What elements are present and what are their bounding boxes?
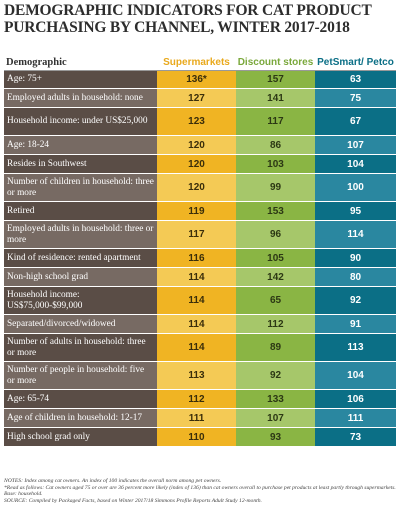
header-discount-stores: Discount stores bbox=[237, 57, 314, 68]
table-row: Separated/divorced/widowed 114 112 91 bbox=[4, 315, 396, 334]
chart-title: DEMOGRAPHIC INDICATORS FOR CAT PRODUCT P… bbox=[4, 2, 372, 36]
value-discount-stores: 133 bbox=[236, 390, 315, 408]
table-row: Age: 75+ 136* 157 63 bbox=[4, 71, 396, 89]
row-label: Household income: US$75,000-$99,000 bbox=[4, 287, 157, 314]
value-discount-stores: 105 bbox=[236, 249, 315, 267]
value-discount-stores: 103 bbox=[236, 155, 315, 173]
row-label: Age: 75+ bbox=[4, 71, 157, 88]
value-discount-stores: 65 bbox=[236, 287, 315, 314]
table-row: Kind of residence: rented apartment 116 10… bbox=[4, 249, 396, 268]
value-supermarkets: 111 bbox=[157, 409, 236, 427]
footnote-base: Base: household. bbox=[4, 491, 43, 498]
value-supermarkets: 136* bbox=[157, 71, 236, 88]
value-discount-stores: 157 bbox=[236, 71, 315, 88]
value-discount-stores: 92 bbox=[236, 362, 315, 389]
row-label: Number of children in household: three o… bbox=[4, 174, 157, 201]
value-discount-stores: 107 bbox=[236, 409, 315, 427]
value-petsmart-petco: 111 bbox=[315, 409, 396, 427]
value-discount-stores: 112 bbox=[236, 315, 315, 333]
row-label: Employed adults in household: three or m… bbox=[4, 221, 157, 248]
value-petsmart-petco: 80 bbox=[315, 268, 396, 286]
footnotes: NOTES: Index among cat owners. An index … bbox=[4, 478, 396, 504]
value-petsmart-petco: 113 bbox=[315, 334, 396, 361]
value-discount-stores: 117 bbox=[236, 108, 315, 135]
value-petsmart-petco: 104 bbox=[315, 155, 396, 173]
footnote-notes: NOTES: Index among cat owners. An index … bbox=[4, 478, 222, 484]
table-row: Age of children in household: 12-17 111 10… bbox=[4, 409, 396, 428]
header-divider bbox=[4, 70, 396, 71]
row-label: Retired bbox=[4, 202, 157, 220]
value-supermarkets: 112 bbox=[157, 390, 236, 408]
value-supermarkets: 120 bbox=[157, 174, 236, 201]
header-petsmart-petco: PetSmart/ Petco bbox=[317, 57, 394, 68]
value-petsmart-petco: 67 bbox=[315, 108, 396, 135]
table-row: Age: 18-24 120 86 107 bbox=[4, 136, 396, 155]
row-label: Employed adults in household: none bbox=[4, 89, 157, 107]
value-petsmart-petco: 92 bbox=[315, 287, 396, 314]
value-supermarkets: 116 bbox=[157, 249, 236, 267]
row-label: Age: 65-74 bbox=[4, 390, 157, 408]
value-petsmart-petco: 114 bbox=[315, 221, 396, 248]
table-row: Household income: under US$25,000 123 117 6… bbox=[4, 108, 396, 136]
value-discount-stores: 153 bbox=[236, 202, 315, 220]
value-supermarkets: 114 bbox=[157, 315, 236, 333]
value-supermarkets: 110 bbox=[157, 428, 236, 446]
value-discount-stores: 141 bbox=[236, 89, 315, 107]
value-discount-stores: 89 bbox=[236, 334, 315, 361]
value-supermarkets: 120 bbox=[157, 136, 236, 154]
row-label: Number of adults in household: three or … bbox=[4, 334, 157, 361]
row-label: Non-high school grad bbox=[4, 268, 157, 286]
value-supermarkets: 120 bbox=[157, 155, 236, 173]
table-row: Resides in Southwest 120 103 104 bbox=[4, 155, 396, 174]
value-discount-stores: 96 bbox=[236, 221, 315, 248]
header-demographic: Demographic bbox=[4, 40, 157, 70]
value-supermarkets: 113 bbox=[157, 362, 236, 389]
footnote-source: SOURCE: Compiled by Packaged Facts, base… bbox=[4, 497, 262, 504]
value-discount-stores: 99 bbox=[236, 174, 315, 201]
value-petsmart-petco: 91 bbox=[315, 315, 396, 333]
value-discount-stores: 93 bbox=[236, 428, 315, 446]
row-label: Age of children in household: 12-17 bbox=[4, 409, 157, 427]
value-petsmart-petco: 106 bbox=[315, 390, 396, 408]
row-label: Separated/divorced/widowed bbox=[4, 315, 157, 333]
value-petsmart-petco: 63 bbox=[315, 71, 396, 88]
value-petsmart-petco: 90 bbox=[315, 249, 396, 267]
data-table: Age: 75+ 136* 157 63 Employed adults in hous… bbox=[4, 71, 396, 447]
footnote-read-as: *Read as follows: Cat owners aged 75 or … bbox=[4, 484, 396, 491]
value-petsmart-petco: 107 bbox=[315, 136, 396, 154]
row-label: Household income: under US$25,000 bbox=[4, 108, 157, 135]
table-row: Employed adults in household: none 127 141… bbox=[4, 89, 396, 108]
table-row: Age: 65-74 112 133 106 bbox=[4, 390, 396, 409]
value-supermarkets: 114 bbox=[157, 334, 236, 361]
header-demographic-label: Demographic bbox=[6, 57, 67, 68]
row-label: Resides in Southwest bbox=[4, 155, 157, 173]
table-row: Household income: US$75,000-$99,000 114 65… bbox=[4, 287, 396, 315]
table-row: Number of adults in household: three or … bbox=[4, 334, 396, 362]
value-petsmart-petco: 95 bbox=[315, 202, 396, 220]
row-label: Age: 18-24 bbox=[4, 136, 157, 154]
table-row: High school grad only 110 93 73 bbox=[4, 428, 396, 447]
value-supermarkets: 114 bbox=[157, 287, 236, 314]
value-petsmart-petco: 104 bbox=[315, 362, 396, 389]
value-petsmart-petco: 73 bbox=[315, 428, 396, 446]
table-row: Number of people in household: five or m… bbox=[4, 362, 396, 390]
table-row: Employed adults in household: three or m… bbox=[4, 221, 396, 249]
table-row: Retired 119 153 95 bbox=[4, 202, 396, 221]
row-label: Kind of residence: rented apartment bbox=[4, 249, 157, 267]
value-discount-stores: 142 bbox=[236, 268, 315, 286]
row-label: Number of people in household: five or m… bbox=[4, 362, 157, 389]
table-row: Non-high school grad 114 142 80 bbox=[4, 268, 396, 287]
header-supermarkets: Supermarkets bbox=[163, 57, 230, 68]
value-supermarkets: 123 bbox=[157, 108, 236, 135]
row-label: High school grad only bbox=[4, 428, 157, 446]
value-supermarkets: 127 bbox=[157, 89, 236, 107]
table-row: Number of children in household: three o… bbox=[4, 174, 396, 202]
value-petsmart-petco: 100 bbox=[315, 174, 396, 201]
value-supermarkets: 119 bbox=[157, 202, 236, 220]
value-discount-stores: 86 bbox=[236, 136, 315, 154]
value-supermarkets: 117 bbox=[157, 221, 236, 248]
value-petsmart-petco: 75 bbox=[315, 89, 396, 107]
value-supermarkets: 114 bbox=[157, 268, 236, 286]
